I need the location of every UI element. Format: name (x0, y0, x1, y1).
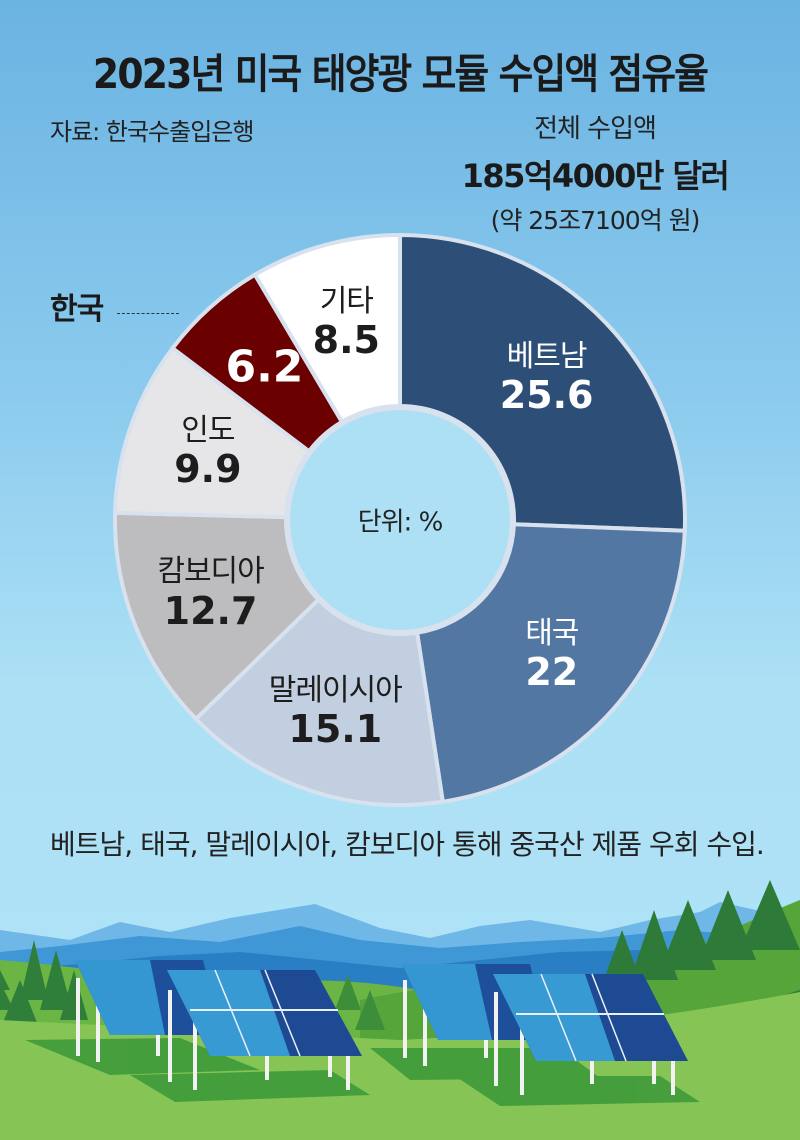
donut-chart: 단위: % 베트남 25.6 태국 22 말레이시아 15.1 캄보디아 12.7 인도 9.9 6… (113, 232, 687, 807)
slice-label: 캄보디아 12.7 (157, 554, 264, 633)
solar-landscape-illustration (0, 880, 800, 1140)
source-text: 자료: 한국수출입은행 (50, 118, 254, 146)
slice-value: 12.7 (163, 588, 258, 633)
slice-name: 태국 (525, 615, 579, 651)
center-unit-label: 단위: % (357, 507, 444, 538)
korea-callout-label: 한국 (50, 292, 104, 327)
slice-label: 태국 22 (525, 615, 579, 694)
donut-slice (398, 232, 687, 533)
slice-name: 말레이시아 (268, 672, 403, 708)
trees-middle (335, 975, 385, 1030)
footnote: 베트남, 태국, 말레이시아, 캄보디아 통해 중국산 제품 우회 수입. (50, 828, 765, 861)
slice-label: 6.2 (225, 341, 304, 394)
slice-value: 22 (525, 649, 579, 694)
slice-label: 말레이시아 15.1 (268, 672, 403, 752)
solar-panel (493, 973, 688, 1095)
korea-callout-line (117, 313, 179, 314)
slice-value: 15.1 (288, 707, 383, 752)
trees-left (0, 940, 88, 1030)
slice-label: 기타 8.5 (312, 283, 380, 363)
slice-name: 베트남 (506, 338, 588, 374)
page-title: 2023년 미국 태양광 모듈 수입액 점유율 (92, 50, 709, 98)
slice-value: 6.2 (225, 341, 304, 393)
donut-svg (113, 232, 687, 807)
slice-label: 인도 9.9 (174, 412, 242, 492)
slice-value: 25.6 (499, 373, 594, 418)
slice-value: 9.9 (174, 447, 242, 492)
slice-value: 8.5 (312, 318, 380, 363)
solar-panel (167, 969, 362, 1090)
total-import-krw: (약 25조7100억 원) (490, 206, 701, 235)
slice-name: 캄보디아 (157, 554, 264, 590)
slice-label: 베트남 25.6 (499, 338, 594, 418)
total-import-label: 전체 수입액 (534, 114, 657, 144)
total-import-amount: 185억4000만 달러 (461, 157, 730, 195)
slice-name: 인도 (181, 412, 235, 448)
total-import-box: 전체 수입액 185억4000만 달러 (약 25조7100억 원) (430, 108, 760, 237)
donut-slice (252, 232, 402, 425)
slice-name: 기타 (319, 283, 374, 319)
donut-hole (286, 406, 514, 634)
